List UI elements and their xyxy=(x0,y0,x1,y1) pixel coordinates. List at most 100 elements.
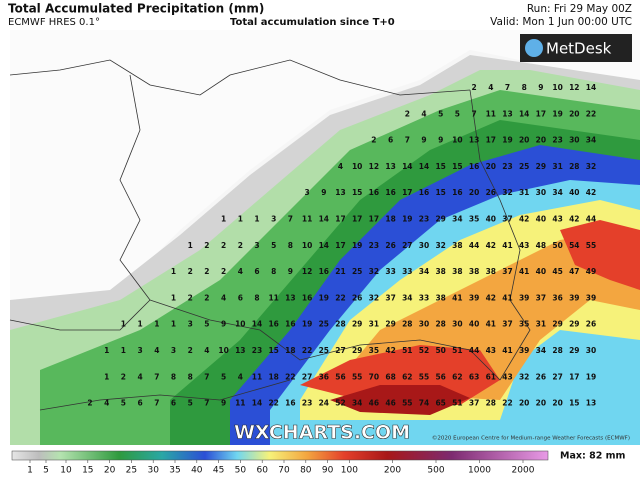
grid-value: 4 xyxy=(488,83,493,92)
grid-value: 36 xyxy=(319,372,329,381)
grid-value: 5 xyxy=(455,109,460,118)
grid-value: 23 xyxy=(302,399,312,408)
grid-value: 43 xyxy=(552,215,562,224)
grid-value: 33 xyxy=(402,267,412,276)
grid-value: 40 xyxy=(486,215,496,224)
grid-value: 4 xyxy=(154,346,159,355)
grid-value: 27 xyxy=(402,241,412,250)
grid-value: 1 xyxy=(171,267,176,276)
grid-value: 9 xyxy=(221,399,226,408)
grid-value: 19 xyxy=(502,136,512,145)
grid-value: 37 xyxy=(536,293,546,302)
grid-value: 56 xyxy=(335,372,345,381)
grid-value: 3 xyxy=(171,346,176,355)
grid-value: 55 xyxy=(352,372,362,381)
run: Run: Fri 29 May 00Z xyxy=(527,3,632,15)
grid-value: 10 xyxy=(452,136,462,145)
grid-value: 4 xyxy=(338,162,343,171)
grid-value: 11 xyxy=(252,372,262,381)
grid-value: 4 xyxy=(421,109,426,118)
grid-value: 74 xyxy=(419,399,429,408)
grid-value: 7 xyxy=(505,83,510,92)
grid-value: 18 xyxy=(385,215,395,224)
grid-value: 23 xyxy=(369,241,379,250)
colorbar-label: 15 xyxy=(82,466,93,476)
grid-value: 13 xyxy=(502,109,512,118)
grid-value: 38 xyxy=(452,241,462,250)
border xyxy=(469,89,531,381)
grid-value: 1 xyxy=(137,320,142,329)
grid-value: 55 xyxy=(402,399,412,408)
grid-value: 2 xyxy=(188,267,193,276)
grid-value: 16 xyxy=(452,188,462,197)
grid-value: 2 xyxy=(204,293,209,302)
grid-value: 15 xyxy=(352,188,362,197)
grid-value: 19 xyxy=(302,320,312,329)
grid-value: 17 xyxy=(486,136,496,145)
grid-value: 34 xyxy=(352,399,362,408)
grid-value: 51 xyxy=(452,399,462,408)
dark-red-area xyxy=(330,385,470,415)
legend-background xyxy=(0,445,640,480)
grid-value: 16 xyxy=(419,188,429,197)
grid-value: 41 xyxy=(452,293,462,302)
grid-value: 30 xyxy=(419,241,429,250)
grid-value: 16 xyxy=(369,188,379,197)
colorbar-ticks: 1 5 10 15 20 25 30 35 40 45 50 60 70 80 90 100 200 500 100… xyxy=(27,460,535,476)
grid-value: 51 xyxy=(402,346,412,355)
grid-value: 34 xyxy=(586,136,596,145)
grid-value: 42 xyxy=(486,293,496,302)
grid-value: 29 xyxy=(435,215,445,224)
grid-value: 4 xyxy=(137,372,142,381)
grid-value: 16 xyxy=(285,320,295,329)
grid-value: 1 xyxy=(104,346,109,355)
grid-value: 8 xyxy=(254,293,259,302)
grid-value: 30 xyxy=(569,136,579,145)
grid-value: 42 xyxy=(519,215,529,224)
grid-value: 44 xyxy=(469,241,479,250)
grid-value: 25 xyxy=(319,346,329,355)
grid-value: 30 xyxy=(452,320,462,329)
grid-value: 26 xyxy=(352,293,362,302)
grid-value: 29 xyxy=(352,346,362,355)
grid-value: 13 xyxy=(469,136,479,145)
grid-value: 39 xyxy=(469,293,479,302)
grid-value: 17 xyxy=(569,372,579,381)
grid-value: 2 xyxy=(221,267,226,276)
grid-value: 27 xyxy=(335,346,345,355)
grid-value: 35 xyxy=(519,320,529,329)
grid-value: 10 xyxy=(552,83,562,92)
grid-value: 4 xyxy=(204,346,209,355)
colorbar-label: 40 xyxy=(191,466,203,476)
grid-value: 37 xyxy=(502,267,512,276)
grid-value: 16 xyxy=(319,267,329,276)
grid-value: 25 xyxy=(352,267,362,276)
grid-value: 41 xyxy=(519,267,529,276)
coastline xyxy=(9,59,471,96)
grid-value: 1 xyxy=(221,215,226,224)
grid-value: 43 xyxy=(486,346,496,355)
grid-value: 52 xyxy=(335,399,345,408)
grid-value: 28 xyxy=(402,320,412,329)
grid-value: 22 xyxy=(302,346,312,355)
grid-value: 40 xyxy=(469,320,479,329)
grid-value: 6 xyxy=(254,267,259,276)
grid-value: 31 xyxy=(536,320,546,329)
grid-value: 25 xyxy=(519,162,529,171)
grid-value: 31 xyxy=(369,320,379,329)
grid-value: 46 xyxy=(385,399,395,408)
grid-value: 39 xyxy=(519,293,529,302)
red-east-area xyxy=(560,220,640,290)
colorbar-label: 45 xyxy=(213,466,224,476)
grid-value: 28 xyxy=(435,320,445,329)
grid-value: 37 xyxy=(385,293,395,302)
grid-value: 6 xyxy=(171,399,176,408)
grid-value: 62 xyxy=(402,372,412,381)
grid-value: 5 xyxy=(204,320,209,329)
grid-value: 33 xyxy=(419,293,429,302)
grid-value: 1 xyxy=(104,372,109,381)
model: ECMWF HRES 0.1° xyxy=(8,17,100,28)
grid-value: 20 xyxy=(486,162,496,171)
grid-value: 23 xyxy=(502,162,512,171)
